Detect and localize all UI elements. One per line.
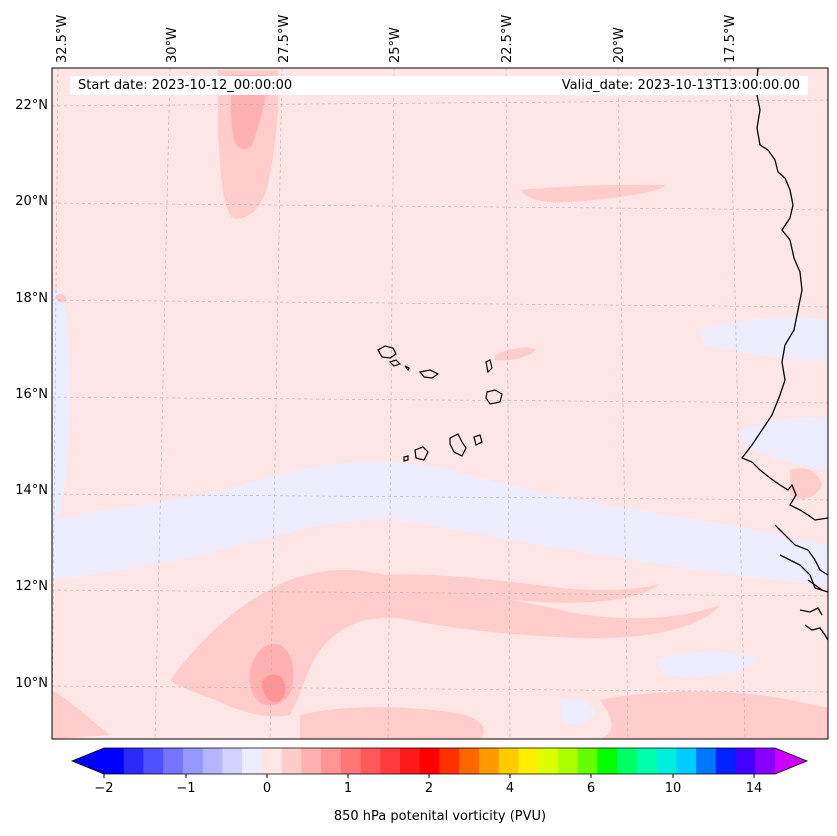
lat-label-18n: 18°N (15, 291, 48, 306)
lon-label-22-5w: 22.5°W (500, 14, 515, 63)
colorbar-segment (577, 748, 598, 774)
pv-high-south (262, 674, 286, 703)
colorbar-extend-min (72, 748, 104, 774)
colorbar-segment (222, 748, 243, 774)
coastline (740, 68, 828, 521)
colorbar-segment (301, 748, 322, 774)
lon-label-27-5w: 27.5°W (277, 14, 292, 63)
colorbar-segment (242, 748, 263, 774)
pv-positive-south-main (170, 569, 720, 717)
pv-positive-east-coast (790, 468, 822, 499)
pv-negative-left-strip (52, 290, 71, 520)
cb-tick-4: 4 (505, 781, 515, 796)
cb-tick-minus2: −2 (94, 781, 114, 796)
cb-tick-0: 0 (262, 781, 272, 796)
colorbar-segment (715, 748, 737, 774)
colorbar-segment (340, 748, 362, 774)
valid-date: Valid_date: 2023-10-13T13:00:00.00 (561, 78, 800, 93)
lon-label-32-5w: 32.5°W (55, 14, 70, 63)
pv-negative-band (52, 461, 828, 585)
pv-negative-southeast (655, 651, 760, 677)
cb-tick-10: 10 (664, 781, 682, 796)
colorbar-segment (755, 748, 776, 774)
lon-label-30w: 30°W (165, 27, 180, 63)
colorbar-segment (518, 748, 539, 774)
colorbar-segment (321, 748, 342, 774)
lat-label-16n: 16°N (15, 387, 48, 402)
colorbar-segment (696, 748, 717, 774)
pv-positive-south-band (380, 574, 660, 603)
pv-negative-east (700, 317, 828, 361)
pv-background (52, 68, 828, 739)
colorbar-segment (261, 748, 283, 774)
lat-label-14n: 14°N (15, 483, 48, 498)
pv-positive-small-west (56, 293, 67, 303)
colorbar-segment (656, 748, 677, 774)
colorbar-segment (400, 748, 421, 774)
cb-tick-6: 6 (586, 781, 596, 796)
colorbar-segment (676, 748, 697, 774)
lat-label-20n: 20°N (15, 194, 48, 209)
colorbar-segment (143, 748, 164, 774)
colorbar-segment (735, 748, 756, 774)
colorbar-segment (617, 748, 638, 774)
colorbar-extend-max (775, 748, 807, 774)
colorbar-segment (182, 748, 204, 774)
pv-positive-islands (495, 347, 536, 361)
pv-positive-bottom-mid (300, 707, 484, 739)
colorbar-segment (478, 748, 500, 774)
colorbar-segment (538, 748, 559, 774)
lat-label-12n: 12°N (15, 579, 48, 594)
start-date: Start date: 2023-10-12_00:00:00 (78, 78, 293, 93)
colorbar-segment (202, 748, 223, 774)
colorbar-segment (498, 748, 519, 774)
colorbar-segment (281, 748, 302, 774)
coastline-south (774, 524, 828, 641)
colorbar-segment (439, 748, 460, 774)
cb-tick-minus1: −1 (176, 781, 196, 796)
date-info-box: Start date: 2023-10-12_00:00:00 Valid_da… (70, 76, 808, 95)
colorbar-segment (557, 748, 579, 774)
lon-label-25w: 25°W (388, 27, 403, 63)
colorbar-segment (163, 748, 184, 774)
colorbar-segment (419, 748, 440, 774)
lat-label-10n: 10°N (15, 676, 48, 691)
colorbar (70, 747, 809, 778)
map-frame (51, 67, 829, 740)
colorbar-segment (104, 748, 125, 774)
colorbar-segment (380, 748, 401, 774)
lat-label-22n: 22°N (15, 98, 48, 113)
colorbar-segment (360, 748, 381, 774)
colorbar-segment (597, 748, 618, 774)
cb-tick-2: 2 (424, 781, 434, 796)
colorbar-label: 850 hPa potenital vorticity (PVU) (333, 809, 547, 824)
pv-positive-south-bottom (600, 691, 828, 739)
lon-label-17-5w: 17.5°W (723, 14, 738, 63)
gridlines (52, 68, 828, 739)
pv-positive-north-band (520, 184, 665, 203)
cb-tick-14: 14 (745, 781, 763, 796)
lon-label-20w: 20°W (612, 27, 627, 63)
pv-positive-south-left (52, 690, 110, 739)
colorbar-segment (636, 748, 658, 774)
colorbar-segment (459, 748, 480, 774)
islands (377, 345, 503, 462)
colorbar-segment (123, 748, 144, 774)
pv-negative-south (560, 698, 595, 725)
cb-tick-1: 1 (343, 781, 353, 796)
